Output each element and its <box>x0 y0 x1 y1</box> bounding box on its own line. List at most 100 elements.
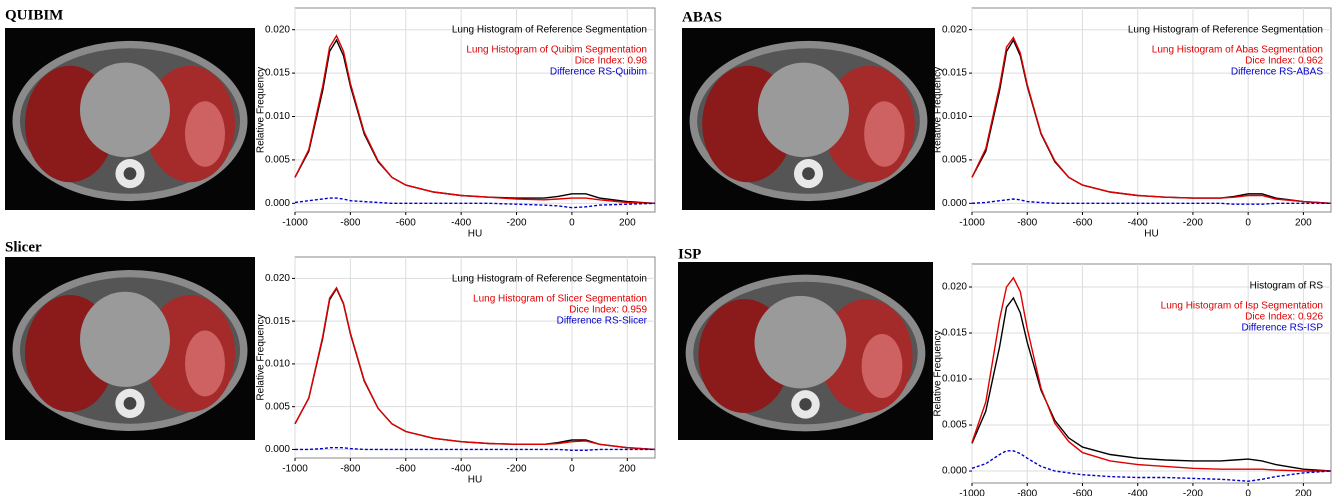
lung-highlight <box>185 101 225 167</box>
x-tick-label: -1000 <box>282 464 308 475</box>
lung-highlight <box>185 330 225 397</box>
heart <box>80 291 170 387</box>
spine-canal <box>802 167 815 180</box>
y-tick-label: 0.015 <box>265 316 290 327</box>
ct-image <box>678 262 933 440</box>
panel-label: ABAS <box>682 9 722 25</box>
y-axis-label: Relative Frequency <box>933 67 944 153</box>
panel-label: ISP <box>678 246 701 262</box>
x-tick-label: -800 <box>340 218 360 229</box>
ct-image <box>5 257 255 440</box>
x-tick-label: -400 <box>1128 489 1148 496</box>
spine-canal <box>123 167 137 180</box>
line <box>294 197 656 209</box>
y-tick-label: 0.020 <box>265 273 290 284</box>
line <box>971 296 1332 472</box>
x-axis-label: HU <box>468 475 482 486</box>
heart <box>757 62 849 158</box>
legend-entry: Difference RS-Slicer <box>557 316 648 327</box>
x-tick-label: 0 <box>1245 218 1251 229</box>
annotation: Dice Index: 0.98 <box>575 56 648 67</box>
x-tick-label: -1000 <box>959 489 985 496</box>
x-axis-label: HU <box>1144 229 1158 240</box>
y-tick-label: 0.015 <box>942 68 967 79</box>
x-tick-label: -800 <box>1017 218 1037 229</box>
y-tick-label: 0.000 <box>265 444 290 455</box>
legend-entry: Lung Histogram of Reference Segmentatoin <box>452 274 647 285</box>
x-tick-label: -1000 <box>282 218 308 229</box>
plot-area <box>294 256 656 459</box>
y-tick-label: 0.005 <box>942 420 967 431</box>
lung-highlight <box>864 101 905 167</box>
line <box>971 450 1332 482</box>
x-tick-label: -1000 <box>959 218 985 229</box>
y-tick-label: 0.010 <box>942 111 967 122</box>
legend-entry: Lung Histogram of Abas Segmentation <box>1152 45 1323 56</box>
line <box>294 286 656 451</box>
line <box>971 36 1332 204</box>
panel-label: QUIBIM <box>5 7 63 23</box>
x-tick-label: 0 <box>569 464 575 475</box>
legend-entry: Difference RS-ISP <box>1241 323 1323 334</box>
plot-area <box>294 7 656 213</box>
x-tick-label: 0 <box>569 218 575 229</box>
x-tick-label: -600 <box>396 464 416 475</box>
y-tick-label: 0.015 <box>265 68 290 79</box>
lung-highlight <box>861 333 903 399</box>
y-tick-label: 0.000 <box>942 466 967 477</box>
spine-canal <box>799 398 812 411</box>
x-tick-label: -200 <box>1183 218 1203 229</box>
x-tick-label: -600 <box>1072 218 1092 229</box>
y-tick-label: 0.000 <box>942 198 967 209</box>
plot-area <box>971 7 1332 213</box>
x-tick-label: 200 <box>1295 218 1312 229</box>
x-tick-label: 200 <box>1295 489 1312 496</box>
x-tick-label: -800 <box>340 464 360 475</box>
y-tick-label: 0.005 <box>265 155 290 166</box>
x-axis-label: HU <box>468 229 482 240</box>
y-axis-label: Relative Frequency <box>256 314 267 400</box>
x-tick-label: -400 <box>451 464 471 475</box>
y-axis-label: Relative Frequency <box>256 67 267 153</box>
plot-area <box>971 263 1332 484</box>
legend-entry: Lung Histogram of Slicer Segmentation <box>473 294 647 305</box>
x-tick-label: 0 <box>1245 489 1251 496</box>
x-tick-label: 200 <box>619 464 636 475</box>
x-tick-label: -200 <box>1183 489 1203 496</box>
x-tick-label: 200 <box>619 218 636 229</box>
panel-label: Slicer <box>5 239 42 255</box>
legend-entry: Difference RS-Quibim <box>550 67 647 78</box>
spine-canal <box>123 396 137 410</box>
y-tick-label: 0.000 <box>265 198 290 209</box>
annotation: Dice Index: 0.959 <box>569 305 647 316</box>
y-axis-label: Relative Frequency <box>933 330 944 416</box>
heart <box>80 62 170 158</box>
y-tick-label: 0.010 <box>942 374 967 385</box>
legend-entry: Lung Histogram of Reference Segmentation <box>1128 25 1323 36</box>
y-tick-label: 0.005 <box>265 401 290 412</box>
heart <box>754 295 847 389</box>
legend-entry: Difference RS-ABAS <box>1231 67 1323 78</box>
y-tick-label: 0.010 <box>265 359 290 370</box>
x-tick-label: -600 <box>1072 489 1092 496</box>
x-tick-label: -600 <box>396 218 416 229</box>
x-tick-label: -400 <box>451 218 471 229</box>
y-tick-label: 0.015 <box>942 328 967 339</box>
y-tick-label: 0.010 <box>265 111 290 122</box>
annotation: Dice Index: 0.962 <box>1245 56 1323 67</box>
annotation: Dice Index: 0.926 <box>1245 312 1323 323</box>
line <box>971 276 1331 472</box>
x-tick-label: -200 <box>507 218 527 229</box>
legend-entry: Lung Histogram of Quibim Segmentation <box>466 45 647 56</box>
legend-entry: Lung Histogram of Isp Segmentation <box>1161 301 1323 312</box>
x-tick-label: -800 <box>1017 489 1037 496</box>
y-tick-label: 0.020 <box>942 282 967 293</box>
y-tick-label: 0.020 <box>942 24 967 35</box>
legend-entry: Histogram of RS <box>1250 281 1324 292</box>
x-tick-label: -400 <box>1128 218 1148 229</box>
ct-image <box>682 28 935 210</box>
x-tick-label: -200 <box>507 464 527 475</box>
y-tick-label: 0.005 <box>942 155 967 166</box>
ct-image <box>5 28 255 210</box>
